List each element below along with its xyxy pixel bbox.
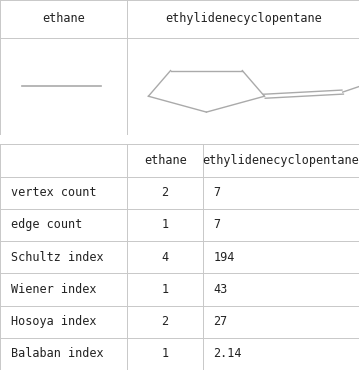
Text: 7: 7 <box>214 218 221 231</box>
Text: 7: 7 <box>214 186 221 199</box>
Text: vertex count: vertex count <box>11 186 96 199</box>
Text: ethane: ethane <box>144 154 187 167</box>
Text: 1: 1 <box>162 283 169 296</box>
Text: Balaban index: Balaban index <box>11 347 103 360</box>
Text: 1: 1 <box>162 347 169 360</box>
Text: Hosoya index: Hosoya index <box>11 315 96 328</box>
Text: edge count: edge count <box>11 218 82 231</box>
Text: 43: 43 <box>214 283 228 296</box>
Text: ethane: ethane <box>42 13 85 26</box>
Text: ethylidenecyclopentane: ethylidenecyclopentane <box>202 154 359 167</box>
Text: 27: 27 <box>214 315 228 328</box>
Text: 4: 4 <box>162 250 169 264</box>
Text: 1: 1 <box>162 218 169 231</box>
Text: ethylidenecyclopentane: ethylidenecyclopentane <box>165 13 322 26</box>
Text: Wiener index: Wiener index <box>11 283 96 296</box>
Text: 2: 2 <box>162 186 169 199</box>
Text: 194: 194 <box>214 250 235 264</box>
Text: Schultz index: Schultz index <box>11 250 103 264</box>
Text: 2: 2 <box>162 315 169 328</box>
Text: 2.14: 2.14 <box>214 347 242 360</box>
